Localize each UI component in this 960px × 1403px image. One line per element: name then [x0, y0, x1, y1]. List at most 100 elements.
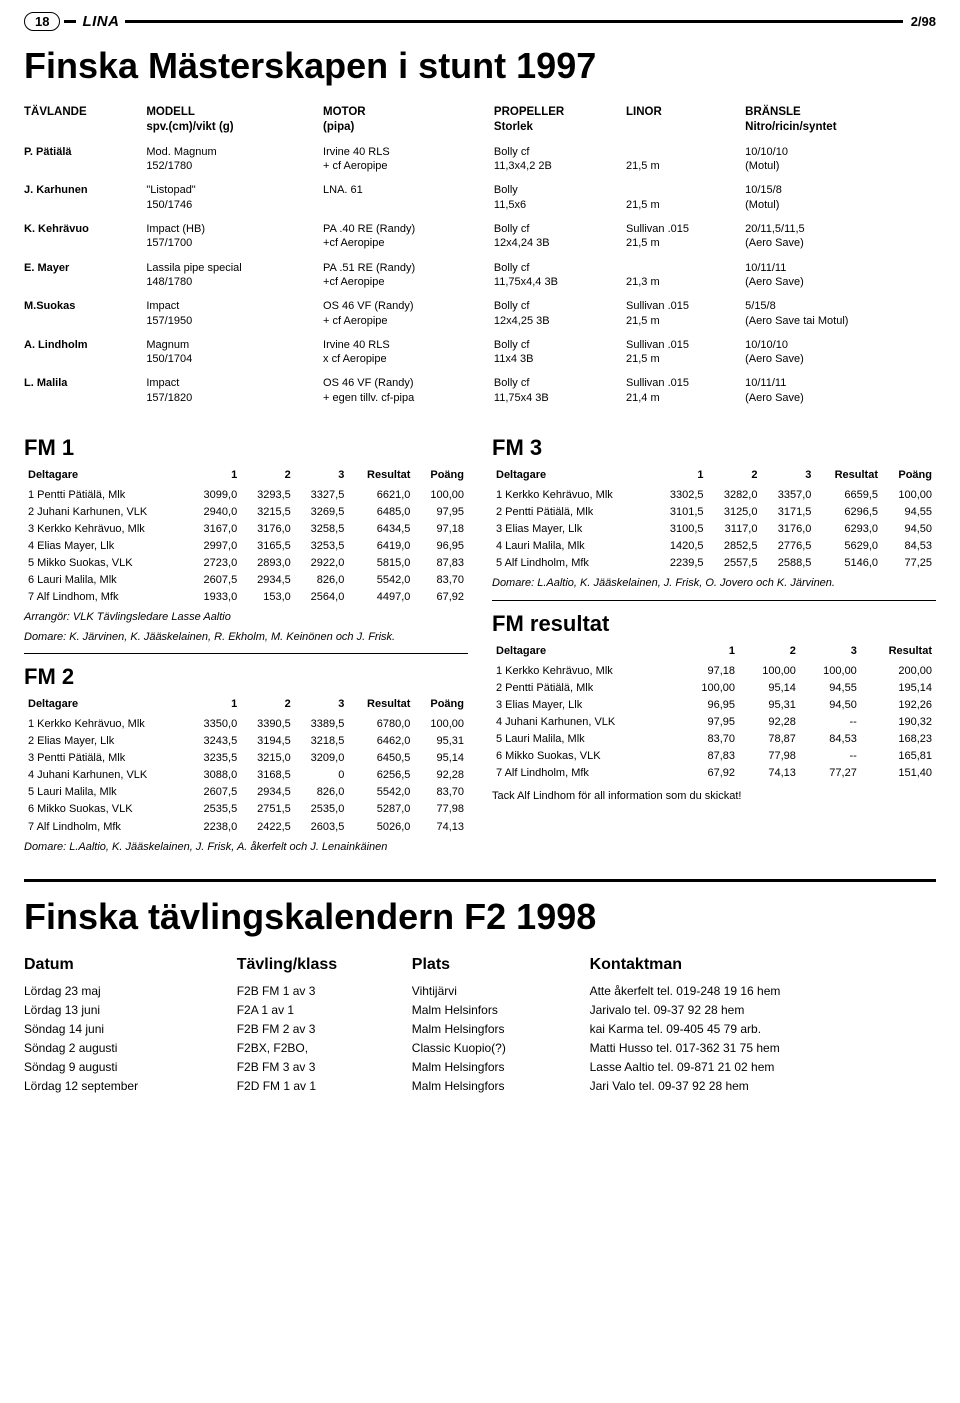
table-cell: 92,28	[739, 714, 800, 731]
table-cell: 83,70	[414, 784, 468, 801]
table-cell: 94,55	[882, 504, 936, 521]
table-cell: 95,31	[414, 733, 468, 750]
spec-cell: Sullivan .01521,5 m	[626, 299, 745, 338]
table-cell: 97,18	[414, 521, 468, 538]
table-cell: 190,32	[861, 714, 936, 731]
fmres-title: FM resultat	[492, 611, 936, 637]
cal-cell: Malm Helsinfors	[412, 1001, 590, 1020]
table-cell: 3389,5	[295, 716, 349, 733]
spec-cell: Irvine 40 RLS+ cf Aeropipe	[323, 145, 494, 184]
table-cell: 3218,5	[295, 733, 349, 750]
cal-cell: Malm Helsingfors	[412, 1077, 590, 1096]
table-cell: 2997,0	[188, 538, 242, 555]
table-cell: 3 Elias Mayer, Llk	[492, 521, 654, 538]
table-cell: 6450,5	[348, 750, 414, 767]
spec-cell: Magnum150/1704	[146, 338, 323, 377]
spec-head-tavlande: TÄVLANDE	[24, 105, 146, 145]
table-cell: 94,55	[800, 680, 861, 697]
table-cell: 2893,0	[241, 555, 295, 572]
page-header: 18 LINA 2/98	[24, 12, 936, 31]
table-cell: 4 Lauri Malila, Mlk	[492, 538, 654, 555]
table-cell: 2751,5	[241, 801, 295, 818]
table-cell: 3101,5	[654, 504, 708, 521]
table-cell: 74,13	[739, 765, 800, 782]
table-row: 5 Mikko Suokas, VLK2723,02893,02922,0581…	[24, 555, 468, 572]
table-cell: 3 Kerkko Kehrävuo, Mlk	[24, 521, 188, 538]
table-cell: 2 Juhani Karhunen, VLK	[24, 504, 188, 521]
table-cell: 3 Elias Mayer, Llk	[492, 697, 678, 714]
table-cell: --	[800, 748, 861, 765]
cal-cell: Jari Valo tel. 09-37 92 28 hem	[590, 1077, 936, 1096]
cal-cell: Malm Helsingfors	[412, 1058, 590, 1077]
table-cell: 2 Pentti Pätiälä, Mlk	[492, 680, 678, 697]
table-cell: 195,14	[861, 680, 936, 697]
table-cell: 6 Mikko Suokas, VLK	[492, 748, 678, 765]
table-cell: 3088,0	[188, 767, 242, 784]
spec-cell: Impact157/1950	[146, 299, 323, 338]
table-cell: 7 Alf Lindholm, Mfk	[24, 819, 188, 836]
table-cell: 5287,0	[348, 801, 414, 818]
table-cell: 100,00	[414, 716, 468, 733]
table-row: 6 Lauri Malila, Mlk2607,52934,5826,05542…	[24, 572, 468, 589]
table-header: 1	[188, 696, 242, 716]
spec-cell: 10/10/10(Aero Save)	[745, 338, 936, 377]
spec-row: A. LindholmMagnum150/1704Irvine 40 RLSx …	[24, 338, 936, 377]
main-title: Finska Mästerskapen i stunt 1997	[24, 45, 936, 87]
spec-cell: Mod. Magnum152/1780	[146, 145, 323, 184]
table-header: 2	[739, 643, 800, 663]
table-row: 4 Lauri Malila, Mlk1420,52852,52776,5562…	[492, 538, 936, 555]
left-column: FM 1 Deltagare123ResultatPoäng 1 Pentti …	[24, 435, 468, 855]
table-cell: 87,83	[678, 748, 739, 765]
table-header: Poäng	[414, 467, 468, 487]
table-cell: 3165,5	[241, 538, 295, 555]
thick-separator	[24, 879, 936, 882]
spec-cell: Lassila pipe special148/1780	[146, 261, 323, 300]
table-cell: 84,53	[800, 731, 861, 748]
table-cell: 2535,5	[188, 801, 242, 818]
table-cell: 2934,5	[241, 572, 295, 589]
cal-header: Plats	[412, 952, 590, 982]
spec-row: M.SuokasImpact157/1950OS 46 VF (Randy)+ …	[24, 299, 936, 338]
table-header: Resultat	[348, 696, 414, 716]
spec-cell: E. Mayer	[24, 261, 146, 300]
fm2-table: Deltagare123ResultatPoäng 1 Kerkko Kehrä…	[24, 696, 468, 835]
table-header: 2	[708, 467, 762, 487]
table-cell: 3302,5	[654, 487, 708, 504]
fm3-note: Domare: L.Aaltio, K. Jääskelainen, J. Fr…	[492, 576, 936, 591]
table-cell: 96,95	[678, 697, 739, 714]
table-cell: 826,0	[295, 784, 349, 801]
spec-cell: Bolly11,5x6	[494, 183, 626, 222]
cal-cell: Lördag 23 maj	[24, 982, 237, 1001]
spec-cell: Impact157/1820	[146, 376, 323, 415]
cal-row: Söndag 14 juniF2B FM 2 av 3Malm Helsingf…	[24, 1020, 936, 1039]
table-cell: 3327,5	[295, 487, 349, 504]
cal-cell: Jarivalo tel. 09-37 92 28 hem	[590, 1001, 936, 1020]
table-cell: 95,14	[414, 750, 468, 767]
table-row: 4 Elias Mayer, Llk2997,03165,53253,56419…	[24, 538, 468, 555]
spec-cell: Bolly cf11,75x4,4 3B	[494, 261, 626, 300]
spec-cell: 10/10/10(Motul)	[745, 145, 936, 184]
table-cell: 1933,0	[188, 589, 242, 606]
table-cell: 100,00	[414, 487, 468, 504]
table-header: 2	[241, 696, 295, 716]
table-cell: 3194,5	[241, 733, 295, 750]
table-cell: 1 Kerkko Kehrävuo, Mlk	[492, 663, 678, 680]
table-cell: 84,53	[882, 538, 936, 555]
table-cell: 2238,0	[188, 819, 242, 836]
spec-cell: K. Kehrävuo	[24, 222, 146, 261]
table-cell: 77,98	[414, 801, 468, 818]
table-cell: 94,50	[882, 521, 936, 538]
spec-cell: Irvine 40 RLSx cf Aeropipe	[323, 338, 494, 377]
table-cell: 6780,0	[348, 716, 414, 733]
table-header: 2	[241, 467, 295, 487]
spec-cell: 21,5 m	[626, 183, 745, 222]
spec-cell: 21,3 m	[626, 261, 745, 300]
header-rule-left	[64, 20, 76, 23]
table-cell: 2934,5	[241, 784, 295, 801]
spec-cell: Impact (HB)157/1700	[146, 222, 323, 261]
table-row: 7 Alf Lindholm, Mfk67,9274,1377,27151,40	[492, 765, 936, 782]
cal-cell: Matti Husso tel. 017-362 31 75 hem	[590, 1039, 936, 1058]
cal-header: Datum	[24, 952, 237, 982]
table-cell: 100,00	[882, 487, 936, 504]
spec-cell: PA .40 RE (Randy)+cf Aeropipe	[323, 222, 494, 261]
